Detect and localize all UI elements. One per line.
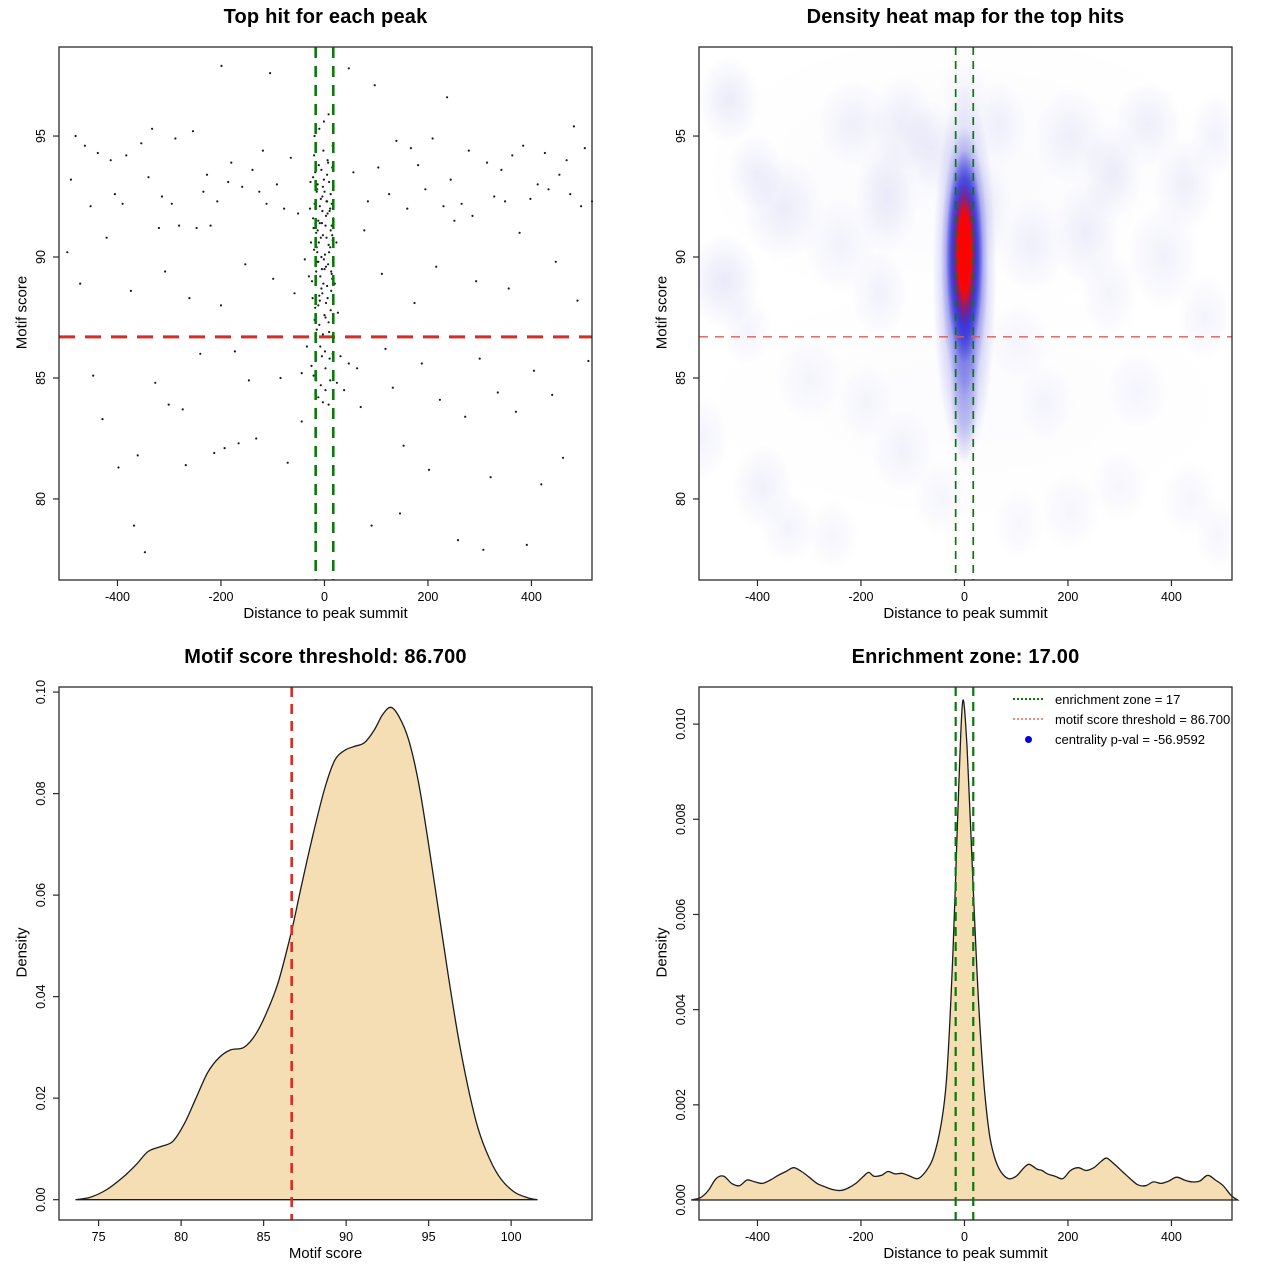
svg-text:90: 90 — [339, 1230, 353, 1244]
legend-item-centrality-pval: centrality p-val = -56.9592 — [1008, 729, 1230, 749]
svg-text:95: 95 — [422, 1230, 436, 1244]
chart-title: Motif score threshold: 86.700 — [184, 646, 467, 668]
svg-text:0: 0 — [321, 590, 328, 604]
svg-text:0.004: 0.004 — [674, 994, 688, 1025]
density-area — [75, 706, 538, 1201]
legend-item-enrichment-zone: enrichment zone = 17 — [1008, 689, 1230, 709]
svg-text:0.10: 0.10 — [34, 680, 48, 704]
score-density-canvas: 75 80 85 90 95 100 0.00 0.02 0.04 0.06 0.08 0.10 — [34, 680, 593, 1244]
svg-text:0.006: 0.006 — [674, 899, 688, 930]
svg-text:85: 85 — [34, 371, 48, 385]
scatter-points — [66, 64, 594, 554]
distance-density-canvas: -400 -200 0 200 400 0.000 0.002 0.004 0.006 0.008… — [674, 686, 1240, 1244]
panel-motif-score-density: 75 80 85 90 95 100 0.00 0.02 0.04 0.06 0.08 0.10 Mo… — [0, 640, 640, 1280]
svg-text:0.008: 0.008 — [674, 804, 688, 835]
heatmap-blobs — [699, 47, 1232, 572]
svg-text:-200: -200 — [848, 1230, 873, 1244]
svg-text:0.002: 0.002 — [674, 1089, 688, 1120]
svg-text:0.06: 0.06 — [34, 883, 48, 907]
panel-top-hit-scatter: -400 -200 0 200 400 80 85 90 95 Top hit for each… — [0, 0, 640, 640]
svg-text:200: 200 — [418, 590, 439, 604]
chart-title: Enrichment zone: 17.00 — [851, 646, 1080, 668]
blue-dot-icon — [1008, 735, 1048, 743]
density-area — [691, 699, 1240, 1201]
red-dotted-line-icon — [1008, 718, 1048, 720]
panel-distance-density: -400 -200 0 200 400 0.000 0.002 0.004 0.006 0.008… — [640, 640, 1280, 1280]
svg-text:400: 400 — [1161, 590, 1182, 604]
svg-text:0.010: 0.010 — [674, 708, 688, 739]
x-axis-label: Distance to peak summit — [883, 605, 1048, 622]
axes: -400 -200 0 200 400 0.000 0.002 0.004 0.006 0.008… — [674, 708, 1182, 1244]
svg-text:200: 200 — [1058, 590, 1079, 604]
plot-box — [698, 686, 1233, 1221]
axes: 75 80 85 90 95 100 0.00 0.02 0.04 0.06 0.08 0.10 — [34, 680, 522, 1244]
y-axis-label: Motif score — [13, 275, 31, 350]
panel-density-heatmap: -400 -200 0 200 400 80 85 90 95 Density heat map… — [640, 0, 1280, 640]
svg-text:100: 100 — [501, 1230, 522, 1244]
green-dotted-line-icon — [1008, 698, 1048, 700]
svg-text:85: 85 — [674, 371, 688, 385]
plot-legend: enrichment zone = 17 motif score thresho… — [1008, 689, 1230, 749]
svg-text:-200: -200 — [848, 590, 873, 604]
y-axis-label: Motif score — [653, 275, 671, 350]
svg-text:0.04: 0.04 — [34, 984, 48, 1008]
legend-item-motif-threshold: motif score threshold = 86.700 — [1008, 709, 1230, 729]
svg-text:400: 400 — [1161, 1230, 1182, 1244]
y-axis-label: Density — [13, 927, 31, 978]
svg-text:-400: -400 — [745, 590, 770, 604]
svg-text:-400: -400 — [105, 590, 130, 604]
scatter-plot-canvas: -400 -200 0 200 400 80 85 90 95 — [34, 46, 594, 604]
chart-title: Top hit for each peak — [223, 6, 428, 28]
plot-box — [58, 46, 593, 581]
svg-text:95: 95 — [674, 129, 688, 143]
svg-text:90: 90 — [34, 250, 48, 264]
svg-text:0.02: 0.02 — [34, 1086, 48, 1110]
plot-box — [698, 46, 1233, 581]
svg-text:80: 80 — [674, 492, 688, 506]
svg-text:0.00: 0.00 — [34, 1187, 48, 1211]
svg-text:0.000: 0.000 — [674, 1184, 688, 1215]
svg-text:80: 80 — [34, 492, 48, 506]
x-axis-label: Distance to peak summit — [883, 1245, 1048, 1262]
svg-text:0: 0 — [961, 1230, 968, 1244]
y-axis-label: Density — [653, 927, 671, 978]
svg-text:95: 95 — [34, 129, 48, 143]
svg-text:0: 0 — [961, 590, 968, 604]
chart-title: Density heat map for the top hits — [806, 6, 1125, 28]
svg-text:400: 400 — [521, 590, 542, 604]
axes: -400 -200 0 200 400 80 85 90 95 — [674, 129, 1182, 604]
x-axis-label: Distance to peak summit — [243, 605, 408, 622]
svg-text:75: 75 — [92, 1230, 106, 1244]
svg-text:200: 200 — [1058, 1230, 1079, 1244]
plot-box — [58, 686, 593, 1221]
heatmap-canvas: -400 -200 0 200 400 80 85 90 95 — [674, 46, 1233, 604]
svg-text:-400: -400 — [745, 1230, 770, 1244]
svg-text:85: 85 — [257, 1230, 271, 1244]
x-axis-label: Motif score — [288, 1245, 363, 1262]
svg-text:80: 80 — [174, 1230, 188, 1244]
axes: -400 -200 0 200 400 80 85 90 95 — [34, 129, 542, 604]
svg-text:90: 90 — [674, 250, 688, 264]
svg-text:-200: -200 — [208, 590, 233, 604]
svg-text:0.08: 0.08 — [34, 781, 48, 805]
